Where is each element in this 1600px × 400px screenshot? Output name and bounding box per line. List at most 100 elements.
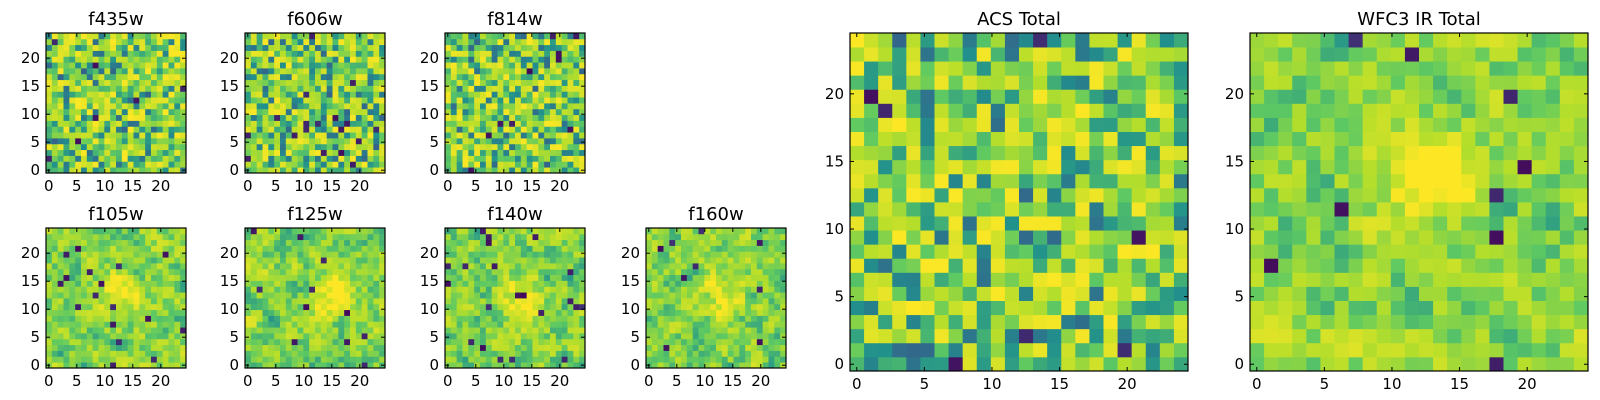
heatmap-cell bbox=[303, 44, 310, 51]
heatmap-cell bbox=[550, 303, 557, 311]
heatmap-cell bbox=[57, 268, 64, 276]
heatmap-cell bbox=[344, 344, 351, 351]
heatmap-cell bbox=[332, 280, 339, 287]
heatmap-cell bbox=[567, 167, 574, 174]
heatmap-cell bbox=[57, 108, 64, 116]
heatmap-cell bbox=[544, 309, 551, 316]
heatmap-cell bbox=[456, 44, 463, 51]
heatmap-cell bbox=[579, 120, 586, 127]
heatmap-cell bbox=[462, 292, 469, 299]
heatmap-cell bbox=[63, 268, 70, 276]
heatmap-cell bbox=[280, 233, 287, 241]
heatmap-cell bbox=[675, 309, 682, 316]
heatmap-cell bbox=[850, 145, 865, 161]
heatmap-cell bbox=[332, 167, 339, 174]
heatmap-cell bbox=[367, 143, 374, 151]
x-tick-label: 20 bbox=[550, 372, 569, 390]
heatmap-cell bbox=[774, 362, 781, 369]
heatmap-cell bbox=[350, 344, 357, 351]
heatmap-cell bbox=[116, 68, 123, 75]
heatmap-cell bbox=[450, 85, 458, 92]
heatmap-cell bbox=[520, 233, 528, 241]
heatmap-cell bbox=[544, 114, 551, 121]
heatmap-cell bbox=[561, 143, 568, 151]
heatmap-cell bbox=[733, 268, 740, 276]
heatmap-cell bbox=[92, 138, 99, 145]
heatmap-cell bbox=[646, 280, 653, 287]
heatmap-cell bbox=[550, 338, 557, 346]
heatmap-cell bbox=[309, 44, 316, 51]
heatmap-cell bbox=[168, 73, 175, 81]
heatmap-cell bbox=[98, 280, 105, 287]
heatmap-cell bbox=[567, 114, 574, 121]
heatmap-cell bbox=[245, 251, 252, 258]
heatmap-cell bbox=[1075, 244, 1090, 259]
heatmap-cell bbox=[698, 239, 705, 246]
heatmap-cell bbox=[1004, 89, 1020, 104]
heatmap-cell bbox=[892, 47, 907, 62]
heatmap-cell bbox=[139, 62, 146, 69]
heatmap-cell bbox=[133, 108, 140, 116]
heatmap-cell bbox=[456, 245, 463, 252]
heatmap-cell bbox=[46, 315, 53, 322]
heatmap-cell bbox=[121, 85, 129, 92]
x-tick-label: 20 bbox=[350, 177, 369, 195]
heatmap-cell bbox=[174, 251, 181, 258]
heatmap-cell bbox=[174, 239, 181, 246]
heatmap-cell bbox=[344, 97, 351, 104]
heatmap-cell bbox=[355, 233, 363, 241]
heatmap-cell bbox=[69, 274, 76, 281]
heatmap-cell bbox=[373, 228, 380, 235]
heatmap-cell bbox=[373, 50, 380, 57]
heatmap-cell bbox=[561, 161, 568, 168]
heatmap-cell bbox=[491, 245, 498, 252]
heatmap-cell bbox=[344, 263, 351, 270]
heatmap-cell bbox=[976, 202, 992, 217]
heatmap-cell bbox=[268, 280, 275, 287]
heatmap-cell bbox=[651, 356, 659, 363]
heatmap-cell bbox=[379, 33, 386, 40]
heatmap-cell bbox=[86, 62, 94, 69]
heatmap-cell bbox=[367, 321, 374, 328]
x-tick-label: 10 bbox=[294, 372, 313, 390]
heatmap-cell bbox=[309, 132, 316, 139]
heatmap-cell bbox=[280, 268, 287, 276]
heatmap-cell bbox=[538, 62, 545, 69]
heatmap-cell bbox=[69, 333, 76, 340]
heatmap-cell bbox=[1117, 47, 1133, 62]
heatmap-cell bbox=[262, 56, 269, 63]
heatmap-cell bbox=[373, 38, 380, 46]
heatmap-cell bbox=[309, 362, 316, 369]
heatmap-cell bbox=[379, 50, 386, 57]
heatmap-cell bbox=[350, 44, 357, 51]
heatmap-cell bbox=[367, 149, 374, 156]
heatmap-cell bbox=[538, 161, 545, 168]
heatmap-cell bbox=[462, 233, 469, 241]
heatmap-cell bbox=[63, 126, 70, 133]
heatmap-cell bbox=[86, 161, 94, 168]
heatmap-cell bbox=[468, 85, 475, 92]
y-tick-label: 20 bbox=[21, 244, 40, 262]
heatmap-cell bbox=[174, 120, 181, 127]
heatmap-cell bbox=[450, 327, 458, 334]
heatmap-cell bbox=[450, 309, 458, 316]
heatmap-cell bbox=[1559, 328, 1575, 344]
heatmap-cell bbox=[245, 239, 252, 246]
heatmap-cell bbox=[727, 350, 734, 357]
heatmap-cell bbox=[561, 245, 568, 252]
heatmap-cell bbox=[291, 38, 298, 46]
heatmap-cell bbox=[751, 362, 758, 369]
heatmap-cell bbox=[526, 97, 533, 104]
heatmap-cell bbox=[976, 286, 992, 301]
heatmap-cell bbox=[686, 350, 694, 357]
heatmap-cell bbox=[532, 167, 539, 174]
heatmap-cell bbox=[262, 138, 269, 145]
heatmap-cell bbox=[561, 62, 568, 69]
heatmap-cell bbox=[468, 103, 475, 110]
heatmap-cell bbox=[262, 263, 269, 270]
heatmap-cell bbox=[532, 161, 539, 168]
heatmap-cell bbox=[127, 321, 134, 328]
heatmap-cell bbox=[262, 38, 269, 46]
heatmap-cell bbox=[485, 251, 493, 258]
heatmap-cell bbox=[450, 228, 458, 235]
